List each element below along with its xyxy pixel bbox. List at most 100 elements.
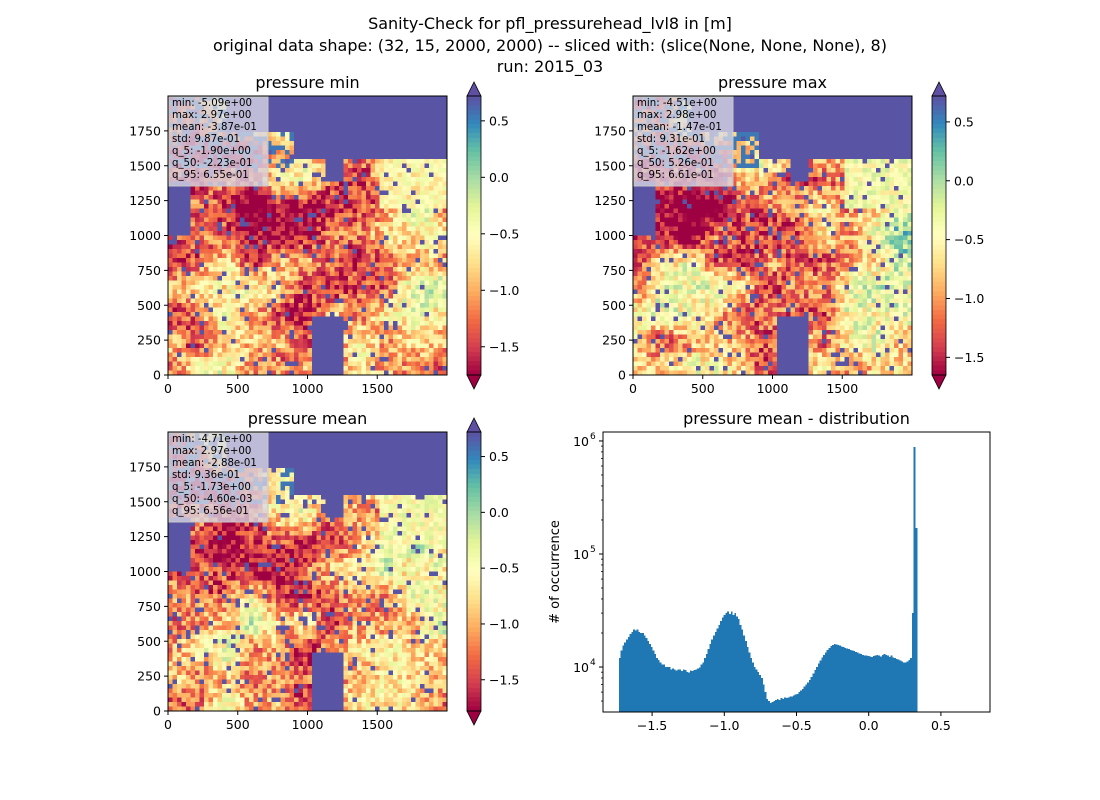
heatmap-cell (411, 316, 417, 322)
heatmap-cell (199, 271, 205, 277)
heatmap-cell (316, 325, 322, 331)
heatmap-cell (258, 343, 264, 349)
heatmap-cell (894, 96, 900, 102)
heatmap-cell (204, 208, 210, 214)
heatmap-cell (244, 370, 250, 376)
heatmap-cell (226, 307, 232, 313)
heatmap-cell (177, 366, 183, 372)
heatmap-cell (429, 348, 435, 354)
heatmap-cell (240, 312, 246, 318)
heatmap-cell (199, 267, 205, 273)
heatmap-cell (267, 321, 273, 327)
heatmap-cell (190, 357, 196, 363)
heatmap-cell (343, 154, 349, 160)
heatmap-cell (424, 159, 430, 165)
heatmap-cell (316, 181, 322, 187)
heatmap-cell (415, 339, 421, 345)
heatmap-cell (334, 343, 340, 349)
heatmap-cell (343, 294, 349, 300)
heatmap-cell (276, 154, 282, 160)
heatmap-cell (438, 348, 444, 354)
heatmap-cell (195, 316, 201, 322)
colorbar-segment (467, 179, 481, 185)
heatmap-cell (168, 217, 174, 223)
heatmap-cell (411, 226, 417, 232)
heatmap-cell (285, 321, 291, 327)
heatmap-cell (280, 298, 286, 304)
heatmap-cell (267, 226, 273, 232)
heatmap-cell (294, 177, 300, 183)
heatmap-cell (240, 339, 246, 345)
heatmap-cell (370, 334, 376, 340)
heatmap-cell (249, 294, 255, 300)
heatmap-cell (231, 204, 237, 210)
heatmap-cell (222, 370, 228, 376)
heatmap-cell (280, 334, 286, 340)
heatmap-cell (402, 114, 408, 120)
heatmap-cell (411, 204, 417, 210)
heatmap-cell (366, 127, 372, 133)
heatmap-cell (429, 258, 435, 264)
heatmap-cell (420, 325, 426, 331)
heatmap-cell (249, 208, 255, 214)
heatmap-cell (411, 366, 417, 372)
heatmap-cell (442, 181, 448, 187)
heatmap-cell (325, 127, 331, 133)
heatmap-cell (204, 312, 210, 318)
heatmap-cell (424, 195, 430, 201)
heatmap-cell (199, 199, 205, 205)
heatmap-cell (321, 258, 327, 264)
heatmap-cell (424, 109, 430, 115)
heatmap-cell (438, 105, 444, 111)
heatmap-cell (357, 96, 363, 102)
heatmap-cell (280, 276, 286, 282)
heatmap-cell (307, 325, 313, 331)
heatmap-cell (732, 123, 738, 129)
heatmap-cell (330, 132, 336, 138)
heatmap-cell (442, 271, 448, 277)
heatmap-cell (411, 127, 417, 133)
heatmap-cell (741, 118, 747, 124)
heatmap-cell (199, 343, 205, 349)
heatmap-cell (402, 298, 408, 304)
heatmap-cell (334, 334, 340, 340)
heatmap-cell (312, 235, 318, 241)
heatmap-cell (339, 109, 345, 115)
heatmap-cell (190, 253, 196, 259)
heatmap-cell (375, 145, 381, 151)
heatmap-cell (258, 289, 264, 295)
heatmap-cell (186, 244, 192, 250)
heatmap-cell (172, 235, 178, 241)
heatmap-cell (307, 154, 313, 160)
heatmap-cell (790, 136, 796, 142)
heatmap-cell (334, 127, 340, 133)
heatmap-cell (406, 208, 412, 214)
heatmap-cell (781, 145, 787, 151)
heatmap-cell (190, 240, 196, 246)
heatmap-cell (411, 334, 417, 340)
stats-line: q_95: 6.55e-01 (172, 170, 249, 181)
heatmap-cell (420, 96, 426, 102)
heatmap-cell (750, 141, 756, 147)
heatmap-cell (420, 213, 426, 219)
heatmap-cell (325, 343, 331, 349)
heatmap-cell (397, 294, 403, 300)
heatmap-cell (361, 222, 367, 228)
heatmap-cell (415, 204, 421, 210)
heatmap-cell (190, 262, 196, 268)
heatmap-cell (438, 352, 444, 358)
heatmap-cell (415, 172, 421, 178)
heatmap-cell (862, 127, 868, 133)
heatmap-cell (393, 231, 399, 237)
heatmap-cell (388, 240, 394, 246)
heatmap-cell (361, 109, 367, 115)
heatmap-cell (352, 294, 358, 300)
heatmap-cell (321, 226, 327, 232)
heatmap-cell (289, 303, 295, 309)
heatmap-cell (370, 276, 376, 282)
heatmap-cell (415, 190, 421, 196)
y-tick-label: 1500 (129, 158, 161, 173)
heatmap-cell (271, 141, 277, 147)
heatmap-cell (244, 190, 250, 196)
heatmap-cell (298, 154, 304, 160)
